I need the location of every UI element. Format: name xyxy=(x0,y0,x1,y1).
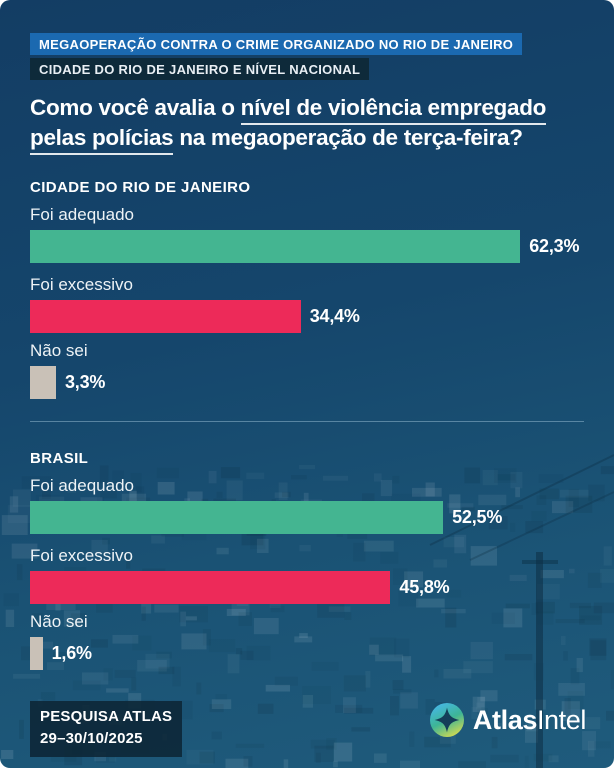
bar-label: Não sei xyxy=(30,341,88,360)
bar-nao_sei xyxy=(30,366,56,399)
bar-row: 62,3% xyxy=(30,230,584,263)
bar-value: 1,6% xyxy=(51,643,92,663)
bar-row: 1,6% xyxy=(30,637,584,670)
bar-value: 34,4% xyxy=(309,306,360,326)
atlasintel-wordmark-bold: Atlas xyxy=(472,704,537,735)
bar-row: 52,5% xyxy=(30,501,584,534)
bar-value: 3,3% xyxy=(64,372,106,392)
title-text: na megaoperação de terça-feira? xyxy=(173,125,523,150)
topic-badge: MEGAOPERAÇÃO CONTRA O CRIME ORGANIZADO N… xyxy=(30,33,523,55)
bar-nao_sei xyxy=(30,637,43,670)
bar-value: 52,5% xyxy=(452,507,503,527)
survey-source-badge: PESQUISA ATLAS 29–30/10/2025 xyxy=(30,701,183,757)
bar-row: 3,3% xyxy=(30,366,584,399)
bar-row: 34,4% xyxy=(30,300,584,333)
bar-row: 45,8% xyxy=(30,571,584,604)
bar-value: 45,8% xyxy=(399,577,450,597)
section-heading: BRASIL xyxy=(30,450,89,467)
atlasintel-wordmark-light: Intel xyxy=(536,704,586,735)
bar-adequado xyxy=(30,501,444,534)
bar-adequado xyxy=(30,230,521,263)
title-text: Como você avalia o xyxy=(30,95,241,120)
bar-label: Não sei xyxy=(30,612,88,631)
bar-label: Foi adequado xyxy=(30,476,134,495)
bar-value: 62,3% xyxy=(529,236,580,256)
section-divider xyxy=(30,421,584,422)
question-title: Como você avalia o nível de violência em… xyxy=(30,93,584,155)
title-underlined-text: nível de violência empregado xyxy=(240,95,546,125)
bar-rows: Foi adequado 52,5% Foi excessivo 45,8% Não s… xyxy=(30,476,584,670)
bar-excessivo xyxy=(30,300,301,333)
poll-section-rio: CIDADE DO RIO DE JANEIRO Foi adequado 62,… xyxy=(30,179,584,399)
bar-label: Foi excessivo xyxy=(30,546,133,565)
survey-date-range: 29–30/10/2025 xyxy=(40,730,143,747)
atlasintel-wordmark: AtlasIntel xyxy=(473,705,586,736)
section-heading: CIDADE DO RIO DE JANEIRO xyxy=(30,179,251,196)
bar-rows: Foi adequado 62,3% Foi excessivo 34,4% Não s… xyxy=(30,205,584,399)
title-underlined-text: pelas polícias xyxy=(30,125,174,155)
poll-section-brasil: BRASIL Foi adequado 52,5% Foi excessivo 45,… xyxy=(30,450,584,670)
bar-label: Foi adequado xyxy=(30,205,134,224)
bar-label: Foi excessivo xyxy=(30,275,133,294)
survey-source-name: PESQUISA ATLAS xyxy=(40,708,173,725)
scope-badge: CIDADE DO RIO DE JANEIRO E NÍVEL NACIONA… xyxy=(30,58,370,80)
atlasintel-compass-icon xyxy=(429,703,464,737)
bar-excessivo xyxy=(30,571,391,604)
atlasintel-logo: AtlasIntel xyxy=(429,703,586,737)
